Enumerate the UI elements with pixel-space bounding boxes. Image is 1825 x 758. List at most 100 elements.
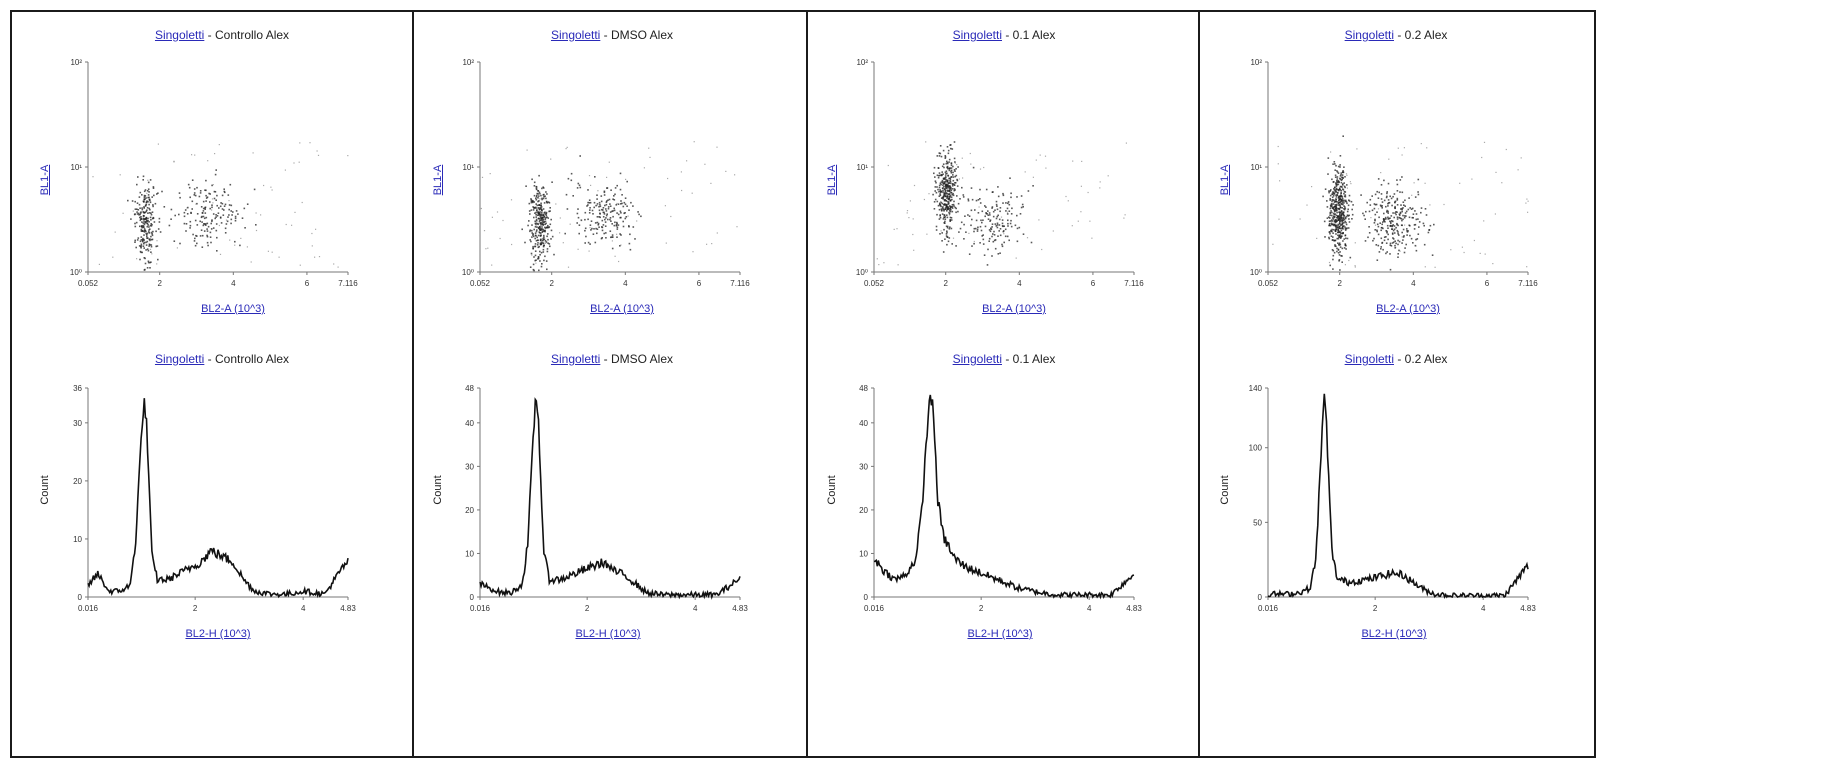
scatter-point [888, 198, 890, 200]
scatter-point [1371, 209, 1374, 212]
scatter-point [1402, 207, 1404, 209]
sample-name: - Controllo Alex [204, 28, 290, 42]
scatter-point [1032, 185, 1034, 187]
scatter-point [532, 263, 535, 266]
scatter-point [1331, 228, 1333, 231]
scatter-point [220, 222, 223, 224]
scatter-point [1399, 212, 1402, 215]
scatter-xlabel[interactable]: BL2-A (10^3) [590, 303, 654, 315]
scatter-point [1332, 212, 1335, 215]
scatter-point [939, 214, 941, 217]
scatter-point [946, 180, 949, 183]
scatter-point [1350, 183, 1352, 185]
scatter-point [541, 197, 543, 200]
scatter-point [952, 171, 954, 174]
scatter-point [1414, 223, 1417, 226]
scatter-y-tick-label: 10¹ [856, 163, 868, 172]
scatter-point [146, 267, 149, 269]
scatter-point [979, 225, 982, 228]
scatter-point [530, 240, 532, 243]
scatter-point [1394, 207, 1396, 209]
scatter-point [584, 218, 586, 221]
scatter-point [531, 236, 533, 238]
scatter-point [548, 243, 551, 245]
gate-link[interactable]: Singoletti [952, 352, 1002, 366]
scatter-point [531, 254, 533, 256]
scatter-point [559, 217, 561, 219]
scatter-point [1332, 232, 1334, 234]
histogram-xlabel[interactable]: BL2-H (10^3) [185, 628, 251, 640]
gate-link[interactable]: Singoletti [1344, 352, 1394, 366]
scatter-y-tick-label: 10² [70, 58, 82, 67]
scatter-point [620, 244, 622, 246]
scatter-point [189, 224, 192, 227]
gate-link[interactable]: Singoletti [154, 28, 205, 42]
gate-link[interactable]: Singoletti [550, 28, 601, 42]
scatter-point [1391, 232, 1394, 234]
scatter-point [974, 227, 977, 230]
scatter-point [315, 228, 317, 230]
scatter-point [953, 141, 956, 143]
scatter-point [913, 249, 915, 251]
scatter-point [1336, 237, 1338, 240]
histogram-xlabel[interactable]: BL2-H (10^3) [575, 628, 641, 640]
scatter-y-tick-label: 10⁰ [70, 268, 82, 277]
scatter-point [944, 222, 946, 224]
scatter-point [604, 225, 607, 227]
scatter-point [942, 189, 944, 192]
scatter-point [1386, 230, 1388, 233]
scatter-point [218, 224, 220, 227]
gate-link[interactable]: Singoletti [952, 28, 1002, 42]
scatter-point [1417, 233, 1420, 235]
scatter-point [609, 203, 611, 205]
gate-link[interactable]: Singoletti [154, 352, 205, 366]
histogram-y-tick-label: 48 [465, 384, 474, 393]
scatter-point [883, 262, 885, 264]
scatter-point [1346, 174, 1348, 176]
scatter-point [616, 233, 618, 235]
scatter-point [1386, 191, 1388, 193]
gate-link[interactable]: Singoletti [1344, 28, 1394, 42]
scatter-xlabel[interactable]: BL2-A (10^3) [982, 303, 1046, 315]
scatter-point [537, 190, 540, 192]
scatter-point [1395, 211, 1397, 213]
scatter-point [1328, 224, 1330, 227]
scatter-point [151, 217, 154, 220]
scatter-point [1401, 231, 1403, 234]
scatter-point [1364, 240, 1367, 242]
scatter-xlabel[interactable]: BL2-A (10^3) [201, 303, 265, 315]
scatter-point [1339, 251, 1341, 253]
scatter-point [940, 181, 943, 183]
gate-link[interactable]: Singoletti [550, 352, 601, 366]
scatter-point [1391, 225, 1394, 227]
scatter-point [947, 182, 949, 184]
scatter-point [586, 205, 588, 207]
histogram-xlabel[interactable]: BL2-H (10^3) [1361, 628, 1427, 640]
scatter-point [152, 216, 155, 219]
scatter-point [1373, 222, 1376, 224]
scatter-point [1346, 187, 1348, 189]
histogram-x-tick-label: 2 [1373, 604, 1378, 613]
scatter-point [587, 241, 590, 244]
scatter-point [1344, 244, 1347, 246]
scatter-point [1400, 204, 1402, 206]
scatter-point [192, 233, 194, 236]
scatter-point [1374, 218, 1376, 221]
scatter-point [950, 176, 952, 178]
scatter-point [1395, 246, 1397, 249]
scatter-point [1339, 166, 1341, 168]
scatter-xlabel[interactable]: BL2-A (10^3) [1376, 303, 1440, 315]
scatter-point [939, 152, 942, 155]
scatter-point [1333, 208, 1335, 210]
scatter-point [626, 180, 628, 183]
histogram-xlabel[interactable]: BL2-H (10^3) [967, 628, 1033, 640]
scatter-point [955, 207, 957, 210]
scatter-point [145, 219, 148, 222]
scatter-point [545, 241, 548, 243]
scatter-point [935, 181, 937, 184]
scatter-point [1418, 226, 1420, 228]
scatter-point [291, 224, 293, 226]
scatter-point [1339, 205, 1341, 207]
scatter-point [598, 226, 600, 228]
scatter-point [938, 152, 941, 154]
